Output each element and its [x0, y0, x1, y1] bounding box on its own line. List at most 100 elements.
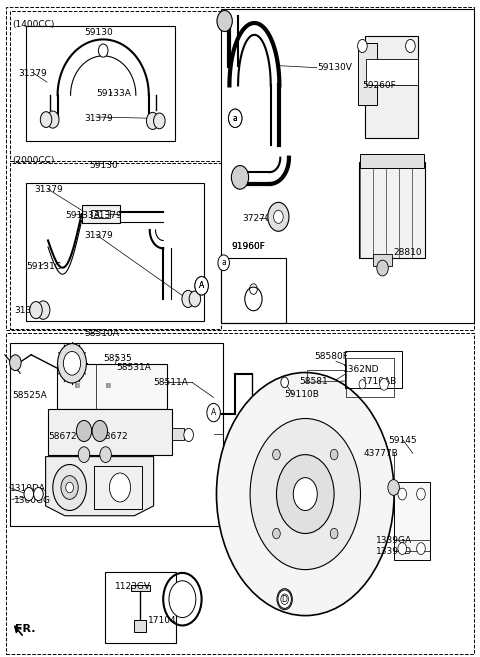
Circle shape: [276, 455, 334, 533]
Bar: [134, 620, 146, 632]
Bar: [10, 163, 221, 328]
Circle shape: [281, 377, 288, 388]
Text: 58511A: 58511A: [154, 378, 189, 387]
Text: 59130V: 59130V: [317, 63, 352, 72]
Circle shape: [109, 473, 131, 502]
Text: (1400CC): (1400CC): [12, 20, 54, 30]
Bar: [358, 43, 377, 105]
Text: 91960F: 91960F: [231, 242, 265, 251]
Circle shape: [53, 464, 86, 510]
Circle shape: [195, 277, 208, 295]
Text: 1123GV: 1123GV: [115, 581, 151, 591]
Circle shape: [398, 488, 407, 500]
Text: 59110B: 59110B: [284, 390, 319, 399]
Circle shape: [182, 290, 194, 307]
Text: a: a: [233, 114, 238, 123]
Bar: [366, 59, 418, 85]
Text: 59133A: 59133A: [96, 89, 131, 98]
Bar: [365, 36, 418, 138]
Circle shape: [277, 589, 292, 610]
Circle shape: [216, 373, 394, 616]
Text: A: A: [211, 408, 216, 417]
Bar: [221, 9, 474, 323]
Circle shape: [78, 447, 90, 463]
Circle shape: [24, 487, 34, 501]
Text: 31379: 31379: [84, 114, 113, 123]
Circle shape: [274, 210, 283, 223]
Text: III: III: [74, 383, 81, 390]
Text: 58672: 58672: [99, 432, 128, 441]
Circle shape: [417, 488, 425, 500]
Text: 58580F: 58580F: [314, 352, 348, 361]
Bar: [6, 333, 474, 654]
Text: FR.: FR.: [15, 624, 36, 635]
Circle shape: [30, 302, 42, 319]
Circle shape: [36, 301, 50, 319]
Bar: [346, 358, 394, 397]
Circle shape: [330, 528, 338, 539]
Circle shape: [207, 403, 220, 422]
Circle shape: [330, 449, 338, 460]
Bar: [394, 482, 430, 560]
Text: 59130: 59130: [84, 28, 113, 37]
Circle shape: [189, 291, 201, 307]
Circle shape: [100, 447, 111, 463]
Text: 59130: 59130: [89, 161, 118, 170]
Circle shape: [359, 380, 366, 389]
Circle shape: [34, 487, 43, 501]
Circle shape: [92, 420, 108, 442]
Text: 31379: 31379: [84, 231, 113, 240]
Text: 31379: 31379: [18, 69, 47, 78]
Text: 31379: 31379: [94, 211, 122, 220]
Circle shape: [146, 112, 159, 129]
Circle shape: [398, 543, 407, 555]
Circle shape: [417, 543, 425, 555]
Bar: [373, 254, 392, 266]
Text: 37270A: 37270A: [242, 214, 277, 223]
Text: 59260F: 59260F: [362, 81, 396, 90]
Bar: [10, 343, 223, 526]
Bar: [6, 7, 474, 330]
Circle shape: [358, 39, 367, 53]
Text: 59131C: 59131C: [26, 261, 61, 271]
Circle shape: [61, 476, 78, 499]
Text: 28810: 28810: [394, 248, 422, 258]
Circle shape: [268, 202, 289, 231]
Bar: [57, 364, 167, 409]
Circle shape: [218, 255, 229, 271]
Bar: [82, 205, 120, 223]
Text: A: A: [199, 281, 204, 290]
Circle shape: [388, 480, 399, 495]
Bar: [26, 183, 204, 321]
Text: 31379: 31379: [14, 306, 43, 315]
Text: D: D: [282, 595, 288, 604]
Circle shape: [76, 420, 92, 442]
Text: 59145: 59145: [388, 436, 417, 445]
Text: 1360GG: 1360GG: [14, 496, 51, 505]
Text: 1710AB: 1710AB: [362, 376, 397, 386]
Circle shape: [63, 351, 81, 375]
Circle shape: [293, 478, 317, 510]
Circle shape: [195, 277, 208, 295]
Circle shape: [154, 113, 165, 129]
Bar: [221, 258, 286, 323]
Text: 43777B: 43777B: [363, 449, 398, 458]
Circle shape: [40, 112, 52, 127]
Circle shape: [217, 11, 232, 32]
Text: 58581: 58581: [299, 376, 328, 386]
Bar: [105, 572, 176, 643]
Circle shape: [98, 44, 108, 57]
Circle shape: [281, 594, 288, 604]
Circle shape: [47, 111, 59, 128]
Bar: [360, 154, 424, 168]
Bar: [48, 409, 172, 455]
Bar: [94, 466, 142, 509]
Text: a: a: [221, 258, 226, 267]
Circle shape: [250, 419, 360, 570]
Text: 1339CD: 1339CD: [376, 547, 412, 556]
Text: 58672: 58672: [48, 432, 77, 441]
Bar: [345, 351, 402, 388]
Text: 58531A: 58531A: [117, 363, 152, 373]
Text: 1310DA: 1310DA: [10, 484, 46, 493]
Circle shape: [10, 355, 21, 371]
